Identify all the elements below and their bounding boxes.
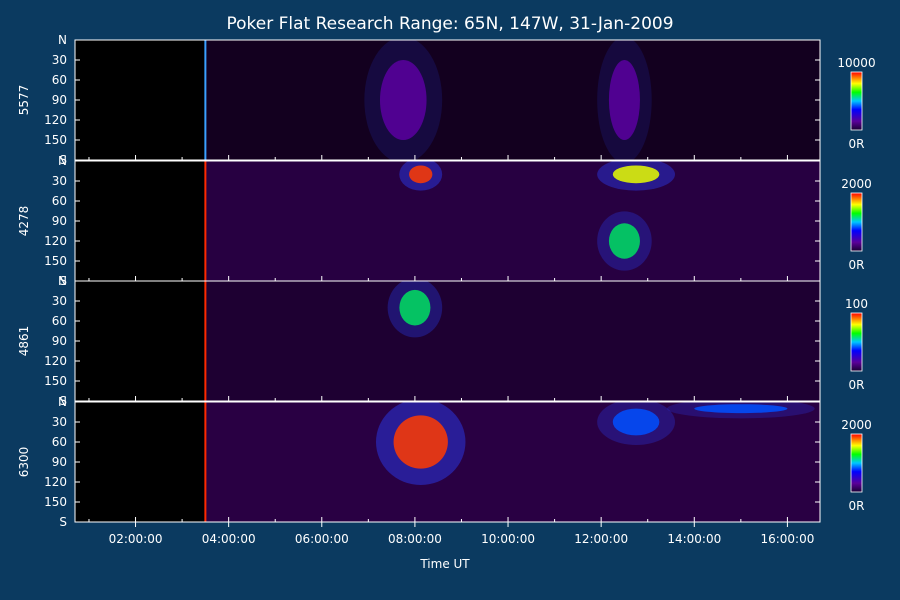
feature-core <box>608 223 640 259</box>
x-tick-label: 16:00:00 <box>760 532 814 546</box>
feature-layer <box>364 40 652 160</box>
x-tick-label: 02:00:00 <box>109 532 163 546</box>
x-tick-label: 06:00:00 <box>295 532 349 546</box>
y-tick-label: 120 <box>44 475 67 489</box>
feature-core <box>608 60 640 140</box>
feature-core <box>694 404 788 414</box>
y-tick-label: 60 <box>52 73 67 87</box>
background-emission <box>205 281 820 401</box>
y-tick-label: S <box>59 515 67 529</box>
y-tick-label: 150 <box>44 374 67 388</box>
y-tick-label: 30 <box>52 415 67 429</box>
colorbar-min-label: 0R <box>849 499 865 513</box>
feature-core <box>399 289 431 326</box>
y-tick-label: 150 <box>44 254 67 268</box>
feature-layer <box>387 281 443 338</box>
background-emission <box>205 40 820 160</box>
y-tick-label: 60 <box>52 314 67 328</box>
y-tick-label: 60 <box>52 194 67 208</box>
colorbar-max-label: 2000 <box>841 177 872 191</box>
x-tick-label: 14:00:00 <box>667 532 721 546</box>
feature-core <box>393 415 448 469</box>
y-tick-label: 120 <box>44 354 67 368</box>
colorbar <box>850 312 863 372</box>
colorbar-min-label: 0R <box>849 258 865 272</box>
y-tick-label: 90 <box>52 93 67 107</box>
panel-4861: N 30 60 90 120 150 S 4861 100 0R <box>17 274 868 408</box>
feature-layer <box>399 161 675 271</box>
data-start-edge <box>204 40 207 160</box>
y-tick-label: N <box>58 154 67 168</box>
y-tick-label: 150 <box>44 495 67 509</box>
y-tick-label: 30 <box>52 294 67 308</box>
y-tick-label: 60 <box>52 435 67 449</box>
background-emission <box>205 161 820 281</box>
colorbar-min-label: 0R <box>849 378 865 392</box>
y-tick-label: S <box>59 274 67 288</box>
wavelength-label: 4278 <box>17 206 31 237</box>
data-start-edge <box>204 281 207 401</box>
y-tick-label: 90 <box>52 214 67 228</box>
x-axis: 02:00:00 04:00:00 06:00:00 08:00:00 10:00:00… <box>109 522 814 546</box>
feature-core <box>409 165 433 184</box>
y-tick-label: 120 <box>44 113 67 127</box>
wavelength-label: 5577 <box>17 85 31 116</box>
panel-5577: N 30 60 90 120 150 S 5577 10000 0R <box>17 33 876 167</box>
feature-core <box>379 60 427 140</box>
x-tick-label: 04:00:00 <box>202 532 256 546</box>
y-tick-label: S <box>59 394 67 408</box>
panel-6300: N 30 60 90 120 150 S 6300 2000 0R <box>17 395 872 529</box>
colorbar <box>850 71 863 131</box>
y-tick-label: 150 <box>44 133 67 147</box>
y-tick-label: N <box>58 395 67 409</box>
x-tick-label: 08:00:00 <box>388 532 442 546</box>
feature-core <box>612 408 660 436</box>
data-start-edge <box>204 402 207 522</box>
colorbar-max-label: 10000 <box>837 56 875 70</box>
colorbar-max-label: 100 <box>845 297 868 311</box>
y-tick-label: S <box>59 153 67 167</box>
panels-layer: N 30 60 90 120 150 S 5577 10000 0R N 30 60 90 120 150 S 4… <box>17 33 876 529</box>
colorbar-max-label: 2000 <box>841 418 872 432</box>
feature-layer <box>375 402 815 485</box>
panel-4278: N 30 60 90 120 150 S 4278 2000 0R <box>17 154 872 288</box>
y-tick-label: N <box>58 274 67 288</box>
colorbar-min-label: 0R <box>849 137 865 151</box>
panel-background <box>75 40 820 160</box>
wavelength-label: 4861 <box>17 326 31 357</box>
chart-title: Poker Flat Research Range: 65N, 147W, 31… <box>226 14 673 34</box>
background-emission <box>205 402 820 522</box>
colorbar <box>850 192 863 252</box>
data-start-edge <box>204 161 207 281</box>
y-tick-label: 120 <box>44 234 67 248</box>
y-tick-label: 30 <box>52 174 67 188</box>
y-tick-label: 90 <box>52 455 67 469</box>
feature-core <box>612 165 660 184</box>
x-tick-label: 10:00:00 <box>481 532 535 546</box>
y-tick-label: N <box>58 33 67 47</box>
y-tick-label: 30 <box>52 53 67 67</box>
x-tick-label: 12:00:00 <box>574 532 628 546</box>
y-tick-label: 90 <box>52 334 67 348</box>
wavelength-label: 6300 <box>17 447 31 478</box>
x-axis-title: Time UT <box>419 557 470 571</box>
colorbar <box>850 433 863 493</box>
